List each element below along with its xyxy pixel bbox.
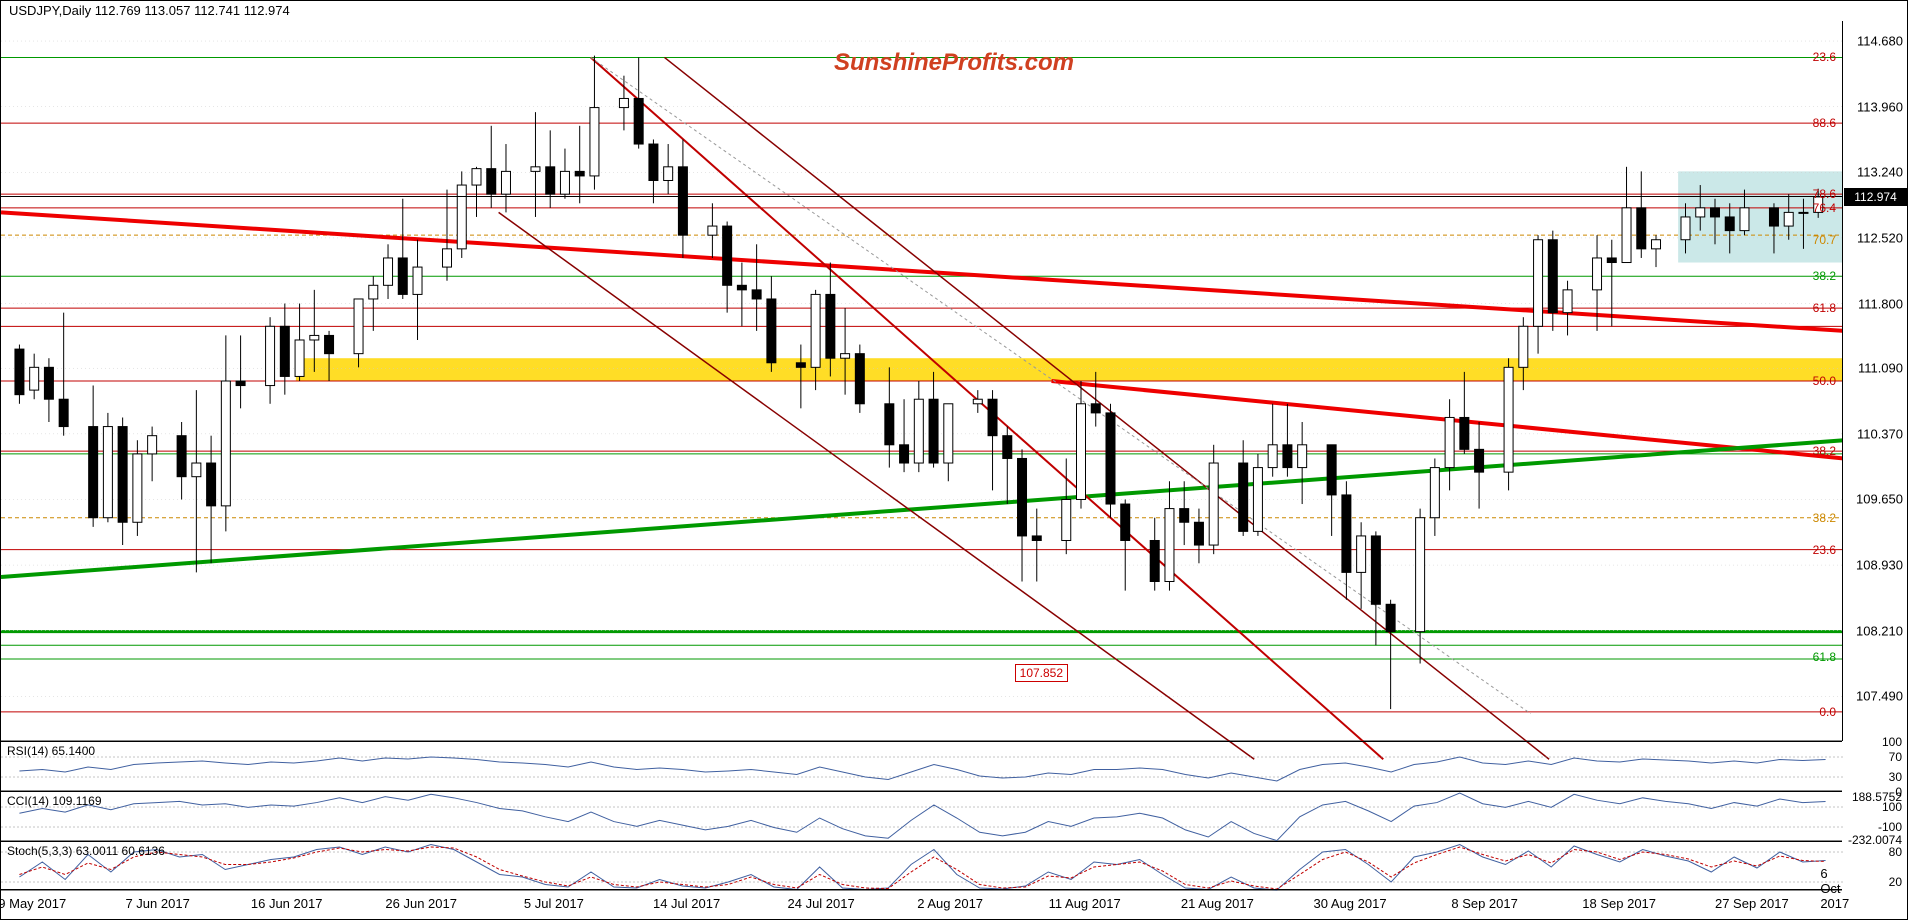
symbol: USDJPY,Daily xyxy=(9,3,91,18)
rsi-panel[interactable]: RSI(14) 65.1400 10070300 xyxy=(1,741,1842,791)
stoch-svg xyxy=(1,842,1842,890)
y-axis: 114.680113.960113.240112.520111.800111.0… xyxy=(1842,21,1907,741)
chart-header: USDJPY,Daily 112.769 113.057 112.741 112… xyxy=(9,3,290,18)
chart-container: USDJPY,Daily 112.769 113.057 112.741 112… xyxy=(0,0,1908,920)
ohlc-o: 112.769 xyxy=(95,3,141,18)
ohlc-c: 112.974 xyxy=(244,3,290,18)
cci-label: CCI(14) 109.1169 xyxy=(7,794,102,808)
price-panel[interactable]: 23.688.678.676.470.738.261.850.038.238.2… xyxy=(1,21,1842,741)
cci-svg xyxy=(1,792,1842,840)
stoch-panel[interactable]: Stoch(5,3,3) 63.0011 60.6136 8020 xyxy=(1,841,1842,891)
ohlc-l: 112.741 xyxy=(194,3,240,18)
rsi-label: RSI(14) 65.1400 xyxy=(7,744,95,758)
stoch-label: Stoch(5,3,3) 63.0011 60.6136 xyxy=(7,844,165,858)
rsi-svg xyxy=(1,742,1842,790)
ohlc-h: 113.057 xyxy=(144,3,190,18)
x-axis: 29 May 20177 Jun 201716 Jun 201726 Jun 2… xyxy=(1,889,1842,919)
cci-panel[interactable]: CCI(14) 109.1169 188.5752100-100-232.007… xyxy=(1,791,1842,841)
watermark: SunshineProfits.com xyxy=(834,49,1074,77)
price-chart-svg xyxy=(1,21,1842,740)
